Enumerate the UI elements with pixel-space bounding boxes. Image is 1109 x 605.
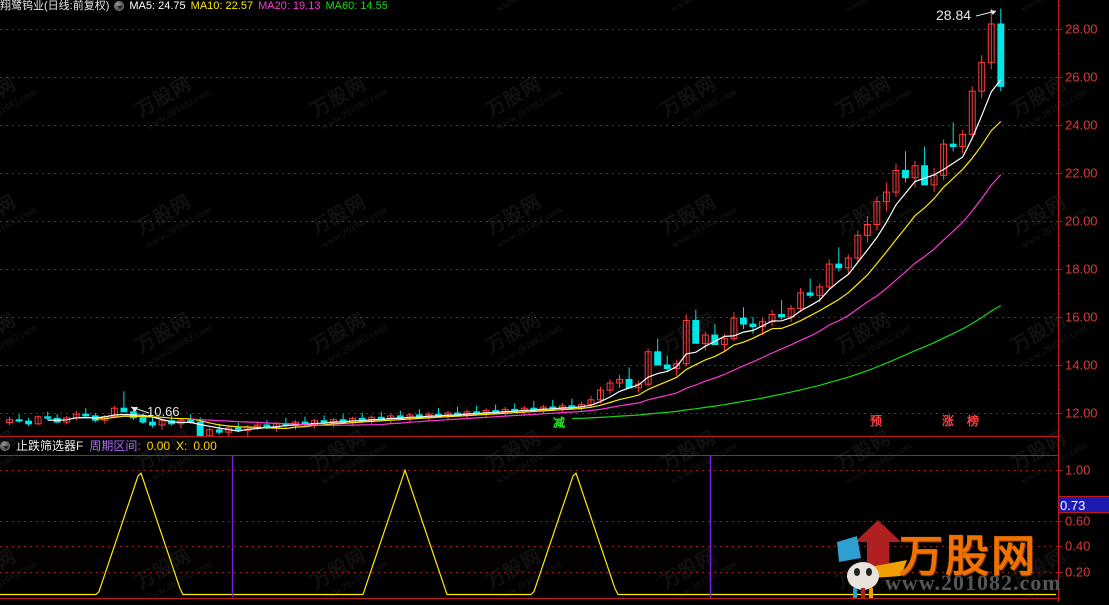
symbol-title[interactable]: 翔鹭钨业(日线:前复权) — [0, 0, 110, 12]
indicator-param-value: 0.00 — [146, 439, 171, 453]
last-value-badge: 0.73 — [1058, 496, 1109, 514]
ma10-legend: MA10: 22.57 — [191, 0, 253, 12]
price-axis-minor-tick — [1058, 149, 1061, 150]
low-price-annotation: 10.66 — [147, 404, 180, 419]
price-axis-label: 18.00 — [1065, 261, 1098, 277]
price-axis-tick — [1058, 77, 1062, 78]
indicator-circle-chevron-down-icon[interactable] — [0, 441, 10, 451]
price-axis-label: 24.00 — [1065, 117, 1098, 133]
price-axis-tick — [1058, 413, 1062, 414]
price-axis-label: 26.00 — [1065, 69, 1098, 85]
logo-url-text: www.201082.com — [885, 570, 1062, 595]
bottom-separator — [0, 598, 1058, 599]
ma60-legend: MA60: 14.55 — [325, 0, 387, 12]
price-axis-label: 28.00 — [1065, 21, 1098, 37]
indicator-axis-label: 1.00 — [1065, 462, 1091, 478]
indicator-signal-svg — [0, 455, 1058, 597]
price-axis-tick — [1058, 29, 1062, 30]
ma60-value: 14.55 — [360, 0, 388, 12]
chart-marker[interactable]: 减 — [553, 416, 566, 430]
indicator-axis-label: 0.40 — [1065, 538, 1091, 554]
indicator-axis-label: 0.60 — [1065, 513, 1091, 529]
price-axis-minor-tick — [1058, 53, 1061, 54]
price-axis-label: 16.00 — [1065, 309, 1098, 325]
price-axis-label: 22.00 — [1065, 165, 1098, 181]
indicator-x-label: X: — [176, 439, 188, 453]
circle-chevron-down-icon[interactable] — [114, 1, 125, 11]
ma20-value: 19.13 — [292, 0, 321, 12]
price-axis-tick — [1058, 125, 1062, 126]
chart-marker[interactable]: 预 — [870, 414, 883, 428]
site-logo: 万股网 www.201082.com — [823, 514, 1061, 598]
price-candlestick-svg — [0, 8, 1058, 437]
high-price-label: 28.84 — [936, 7, 972, 23]
last-value-text: 0.73 — [1060, 498, 1086, 514]
price-axis-label: 20.00 — [1065, 213, 1098, 229]
indicator-axis-tick — [1058, 470, 1062, 471]
chart-header-legend: 翔鹭钨业(日线:前复权) MA5: 24.75 MA10: 22.57 MA20… — [0, 0, 388, 12]
price-axis-column[interactable]: 28.00 26.00 24.00 22.00 20.00 18.00 16.00 14.00… — [1058, 0, 1109, 602]
price-axis-tick — [1058, 317, 1062, 318]
chart-marker[interactable]: 榜 — [967, 414, 980, 428]
logo-brand-text: 万股网 — [899, 531, 1037, 582]
ma10-label: MA10: — [190, 0, 223, 12]
indicator-axis-tick — [1058, 546, 1062, 547]
ma60-label: MA60: — [325, 0, 358, 12]
indicator-axis-tick — [1058, 521, 1062, 522]
indicator-x-value: 0.00 — [193, 439, 217, 453]
low-annotation-arrow — [130, 406, 150, 414]
high-annotation-arrow — [976, 10, 997, 17]
price-axis-tick — [1058, 269, 1062, 270]
panel-separator — [0, 436, 1058, 437]
price-axis-label: 12.00 — [1065, 405, 1098, 421]
logo-mascot-icon — [837, 520, 907, 598]
price-axis-minor-tick — [1058, 101, 1061, 102]
indicator-axis-tick — [1058, 572, 1062, 573]
price-axis-tick — [1058, 221, 1062, 222]
indicator-chart-panel[interactable] — [0, 437, 1058, 602]
indicator-top-separator — [0, 455, 1058, 456]
ma5-label: MA5: — [129, 0, 156, 12]
price-axis-minor-tick — [1058, 293, 1061, 294]
indicator-axis-label: 0.20 — [1065, 564, 1091, 580]
price-axis-minor-tick — [1058, 197, 1061, 198]
ma10-value: 22.57 — [225, 0, 254, 12]
price-axis-minor-tick — [1058, 389, 1061, 390]
price-axis-minor-tick — [1058, 245, 1061, 246]
price-axis-tick — [1058, 173, 1062, 174]
chart-marker[interactable]: 涨 — [942, 414, 955, 428]
ma5-value: 24.75 — [158, 0, 186, 12]
low-price-label: 10.66 — [147, 404, 180, 419]
indicator-header: 止跌筛选器F 周期区间: 0.00 X: 0.00 — [0, 438, 217, 454]
indicator-name[interactable]: 止跌筛选器F — [16, 439, 84, 453]
price-axis-label: 14.00 — [1065, 357, 1098, 373]
price-axis-minor-tick — [1058, 341, 1061, 342]
indicator-param-label: 周期区间: — [89, 439, 141, 453]
ma5-legend: MA5: 24.75 — [129, 0, 185, 12]
ma20-legend: MA20: 19.13 — [258, 0, 320, 12]
price-chart-panel[interactable] — [0, 0, 1058, 437]
price-axis-minor-tick — [1058, 5, 1061, 6]
vertical-axis-separator — [1058, 0, 1059, 602]
price-axis-tick — [1058, 365, 1062, 366]
high-price-annotation: 28.84 — [936, 7, 971, 23]
ma20-label: MA20: — [258, 0, 290, 12]
